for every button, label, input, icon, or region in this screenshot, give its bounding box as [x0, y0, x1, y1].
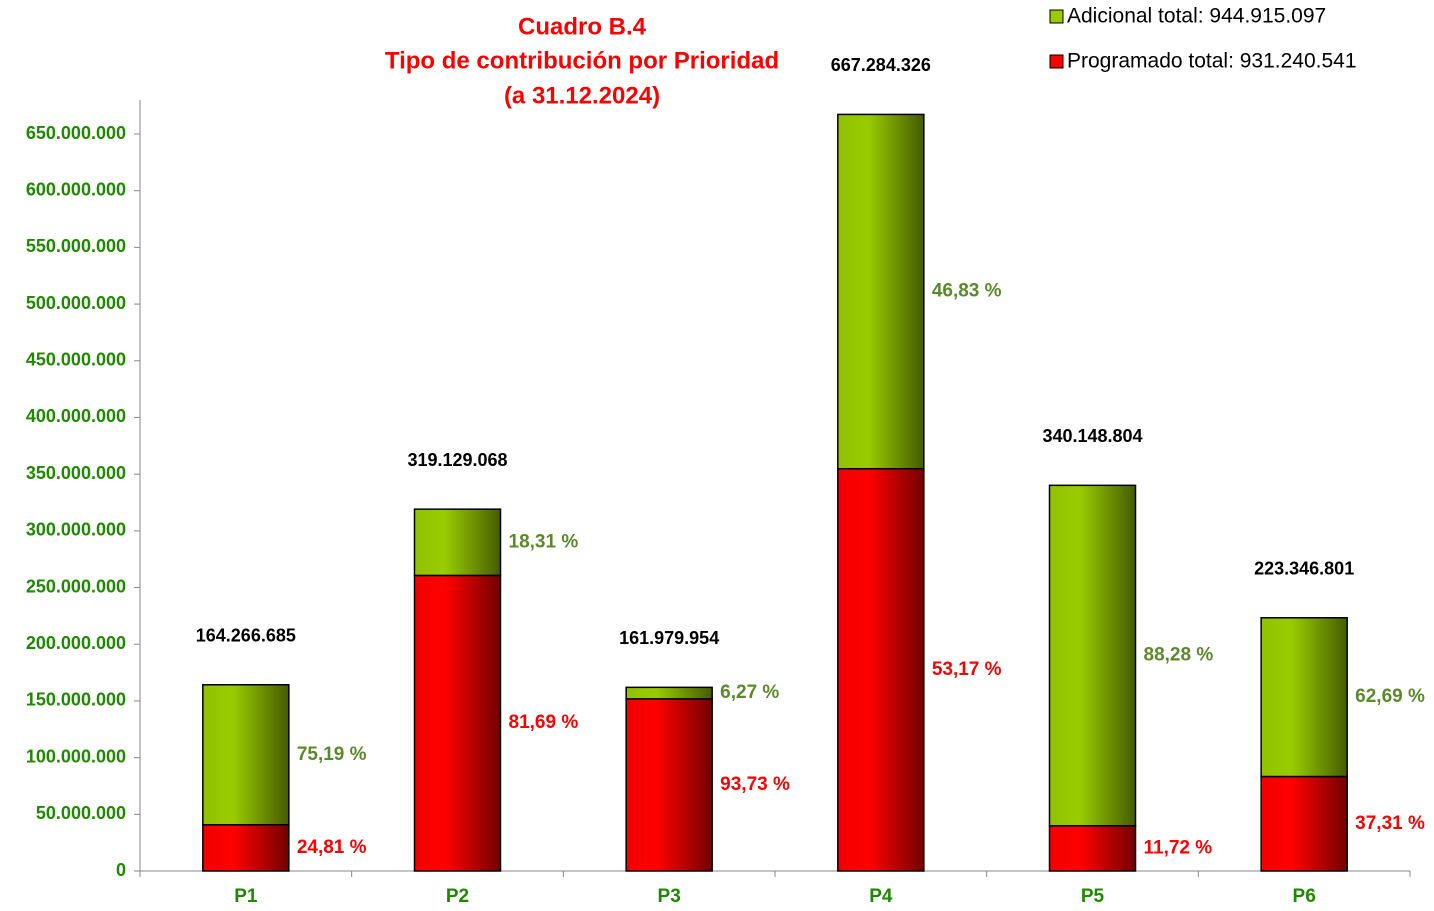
y-tick-label: 650.000.000: [26, 123, 126, 143]
x-tick-label: P2: [446, 886, 469, 907]
total-label: 667.284.326: [831, 55, 931, 75]
bar-shade: [202, 684, 289, 825]
y-tick-label: 150.000.000: [26, 690, 126, 710]
bar-outline: [1260, 617, 1348, 778]
total-label: 340.148.804: [1042, 426, 1142, 446]
y-tick-label: 200.000.000: [26, 633, 126, 653]
chart-title: (a 31.12.2024): [504, 82, 660, 109]
share-label: 18,31 %: [509, 531, 579, 552]
bar-shade: [1049, 825, 1136, 871]
legend-label: Adicional total: 944.915.097: [1067, 5, 1326, 28]
legend-label: Programado total: 931.240.541: [1067, 50, 1357, 73]
x-tick-label: P1: [234, 886, 258, 907]
bar-shade: [414, 575, 501, 871]
bar-shade: [1049, 485, 1136, 826]
share-label: 81,69 %: [509, 712, 579, 733]
bar-shade: [202, 824, 289, 871]
y-tick-label: 500.000.000: [26, 293, 126, 313]
chart-title: Tipo de contribución por Prioridad: [385, 47, 779, 74]
y-tick-label: 550.000.000: [26, 236, 126, 256]
y-tick-label: 300.000.000: [26, 520, 126, 540]
bar-shade: [1261, 617, 1348, 777]
share-label: 93,73 %: [720, 774, 790, 795]
legend-swatch: [1049, 54, 1064, 69]
bar-shade: [414, 509, 501, 576]
y-tick-label: 350.000.000: [26, 463, 126, 483]
bar-outline: [837, 113, 925, 470]
x-tick-label: P6: [1293, 886, 1316, 907]
share-label: 11,72 %: [1144, 837, 1213, 858]
chart-title: Cuadro B.4: [518, 13, 647, 40]
bar-outline: [625, 686, 713, 700]
legend-swatch: [1049, 9, 1064, 24]
y-tick-label: 250.000.000: [26, 576, 126, 596]
bar-shade: [626, 687, 713, 699]
bar-shade: [837, 114, 924, 469]
bar-shade: [1261, 776, 1348, 871]
y-tick-label: 50.000.000: [36, 803, 126, 823]
y-tick-label: 400.000.000: [26, 406, 126, 426]
y-tick-label: 600.000.000: [26, 179, 126, 199]
total-label: 319.129.068: [407, 450, 507, 470]
bar-outline: [1048, 484, 1137, 827]
y-tick-label: 100.000.000: [26, 746, 126, 766]
total-label: 164.266.685: [196, 626, 296, 646]
bar-shade: [837, 468, 924, 871]
share-label: 46,83 %: [932, 281, 1002, 302]
total-label: 223.346.801: [1254, 559, 1354, 579]
bar-outline: [202, 684, 290, 826]
y-tick-label: 450.000.000: [26, 350, 126, 370]
x-tick-label: P3: [658, 886, 681, 907]
share-label: 75,19 %: [297, 744, 367, 765]
x-tick-label: P5: [1081, 886, 1105, 907]
x-tick-label: P4: [869, 886, 893, 907]
share-label: 24,81 %: [297, 837, 367, 858]
total-label: 161.979.954: [619, 628, 719, 648]
share-label: 88,28 %: [1144, 645, 1214, 666]
share-label: 53,17 %: [932, 659, 1002, 680]
share-label: 62,69 %: [1355, 686, 1425, 707]
bar-outline: [413, 508, 502, 577]
bar-shade: [626, 698, 713, 871]
y-tick-label: 0: [116, 860, 126, 880]
share-label: 6,27 %: [720, 682, 779, 703]
share-label: 37,31 %: [1355, 813, 1425, 834]
